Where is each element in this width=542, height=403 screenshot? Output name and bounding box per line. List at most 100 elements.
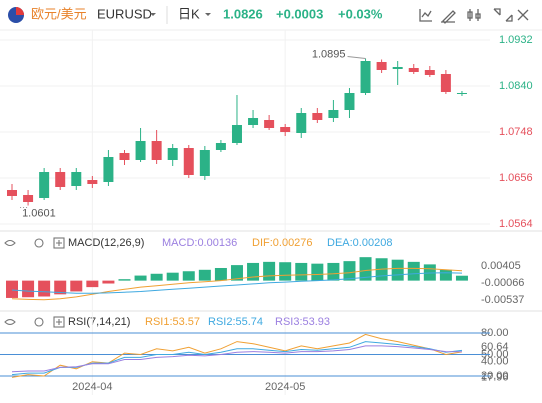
legend-entry: MACD:0.00136 [162, 237, 237, 249]
candle-body [71, 172, 82, 186]
pair-name[interactable]: 欧元/美元 [31, 6, 87, 21]
histogram-bar [102, 280, 115, 284]
candle-body [55, 172, 66, 187]
histogram-bar [439, 269, 452, 281]
y-tick-label: 0.00405 [481, 260, 521, 272]
histogram-bar [166, 272, 179, 281]
histogram-bar [343, 261, 356, 281]
expand-icon[interactable] [56, 319, 62, 325]
histogram-bar [182, 271, 195, 281]
y-tick-label: 1.0748 [499, 126, 533, 138]
candle-body [376, 62, 387, 70]
y-tick-label: 60.64 [481, 341, 509, 353]
indicator-title: RSI(7,14,21) [68, 316, 130, 328]
candle-body [328, 110, 339, 118]
candle-body [424, 70, 435, 75]
y-tick-label: 1.0932 [499, 34, 533, 46]
close-icon[interactable] [517, 9, 529, 21]
candle-body [360, 61, 371, 93]
eye-icon[interactable] [4, 318, 16, 326]
histogram-bar [214, 267, 227, 281]
candle-body [248, 118, 259, 125]
y-tick-label: 17.96 [481, 371, 509, 383]
histogram-bar [22, 280, 35, 298]
candle-body [23, 195, 34, 202]
histogram-bar [86, 280, 99, 288]
histogram-bar [150, 273, 163, 281]
candle-body [456, 93, 467, 94]
histogram-bar [391, 259, 404, 281]
low-annotation: 1.0601 [22, 207, 56, 219]
indicator-line [11, 272, 463, 294]
candle-body [312, 113, 323, 120]
histogram-bar [70, 280, 83, 292]
dropdown-caret [205, 13, 211, 16]
y-tick-label: 50.00 [481, 348, 509, 360]
legend-entry: RSI2:55.74 [208, 316, 263, 328]
candle-body [280, 127, 291, 132]
compare-icon[interactable] [493, 8, 513, 22]
y-tick-label: 80.00 [481, 327, 509, 339]
y-tick-label: -0.00066 [481, 277, 524, 289]
annotation-line [347, 56, 366, 59]
histogram-bar [54, 280, 67, 295]
last-price: 1.0826 [223, 6, 263, 21]
candle-body [344, 93, 355, 110]
settings-icon[interactable] [34, 238, 44, 248]
histogram-bar [230, 265, 243, 281]
histogram-bar [247, 262, 260, 281]
candle-body [215, 143, 226, 150]
candle-body [296, 113, 307, 133]
histogram-bar [407, 261, 420, 281]
draw-icon[interactable] [441, 10, 456, 24]
candle-body [440, 74, 451, 92]
high-annotation: 1.0895 [312, 48, 346, 60]
indicator-icon[interactable] [419, 9, 432, 22]
candle-body [135, 141, 146, 160]
dropdown-caret [150, 13, 156, 16]
x-tick-label: 2024-05 [265, 381, 305, 393]
histogram-bar [6, 280, 18, 298]
x-tick-label: 2024-04 [72, 381, 112, 393]
legend-entry: RSI1:53.57 [145, 316, 200, 328]
histogram-bar [311, 263, 324, 281]
y-tick-label: 40.00 [481, 356, 509, 368]
legend-entry: RSI3:53.93 [275, 316, 330, 328]
candle-body [87, 180, 98, 184]
histogram-bar [295, 262, 308, 281]
symbol[interactable]: EURUSD [97, 6, 152, 21]
candle-body [183, 148, 194, 175]
expand-icon[interactable] [53, 316, 65, 328]
histogram-bar [263, 261, 276, 281]
candle-body [167, 148, 178, 160]
y-tick-label: 1.0564 [499, 218, 533, 230]
candle-body [199, 150, 210, 176]
rsi-line [11, 345, 463, 373]
candle-body [103, 157, 114, 182]
settings-icon[interactable] [34, 317, 44, 327]
candle-icon[interactable] [467, 9, 481, 21]
histogram-bar [38, 280, 51, 297]
histogram-bar [134, 275, 147, 281]
y-tick-label: 20.00 [481, 370, 509, 382]
price-change: +0.0003 [276, 6, 323, 21]
histogram-bar [118, 279, 131, 281]
flag-icon [16, 7, 24, 15]
histogram-bar [359, 257, 372, 281]
candle-body [39, 172, 50, 198]
y-tick-label: -0.00537 [481, 294, 524, 306]
eye-icon[interactable] [4, 239, 16, 247]
expand-icon[interactable] [56, 240, 62, 246]
candle-body [7, 190, 17, 196]
period[interactable]: 日K [178, 6, 200, 21]
legend-entry: DIF:0.00276 [252, 237, 313, 249]
histogram-bar [327, 262, 340, 281]
candle-body [119, 153, 130, 160]
expand-icon[interactable] [53, 237, 65, 249]
y-tick-label: 1.0656 [499, 172, 533, 184]
histogram-bar [279, 262, 292, 281]
histogram-bar [455, 275, 468, 281]
candle-body [408, 68, 419, 72]
